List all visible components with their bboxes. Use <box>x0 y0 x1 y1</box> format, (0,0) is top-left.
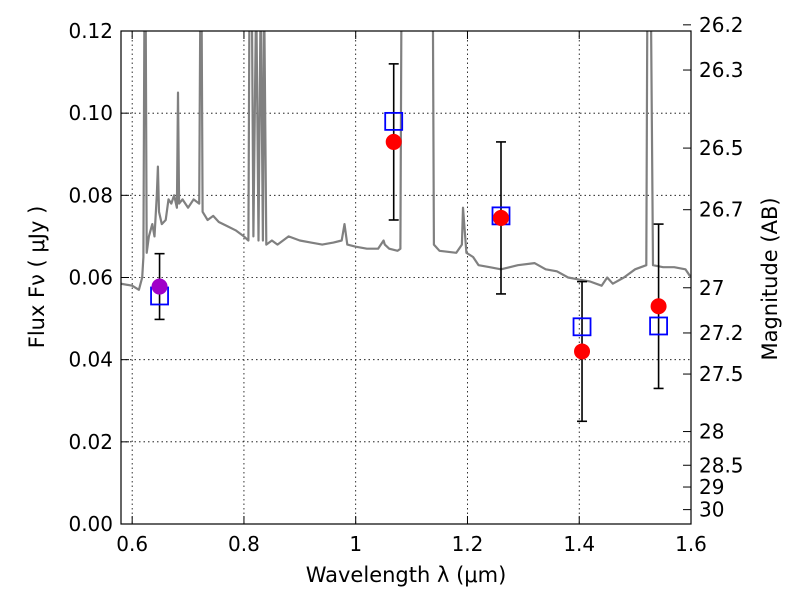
right-tick-label: 28 <box>699 420 724 444</box>
y-tick-label: 0.10 <box>68 101 113 125</box>
x-axis-label: Wavelength λ (μm) <box>306 563 507 587</box>
observed-point <box>151 278 168 295</box>
x-tick-label: 1.6 <box>675 532 707 556</box>
right-tick-label: 26.5 <box>699 136 744 160</box>
y-axis-label-right: Magnitude (AB) <box>758 197 782 360</box>
right-tick-label: 29 <box>699 475 724 499</box>
x-tick-label: 1 <box>349 532 362 556</box>
x-tick-label: 1.4 <box>563 532 595 556</box>
x-tick-label: 0.8 <box>228 532 260 556</box>
model-spectrum <box>121 31 691 291</box>
y-tick-label: 0.04 <box>68 348 113 372</box>
x-tick-label: 0.6 <box>116 532 148 556</box>
right-tick-label: 28.5 <box>699 453 744 477</box>
right-tick-label: 27.5 <box>699 362 744 386</box>
right-tick-label: 26.7 <box>699 198 744 222</box>
right-tick-label: 26.3 <box>699 58 744 82</box>
y-tick-labels: 0.00 0.02 0.04 0.06 0.08 0.10 0.12 <box>68 19 113 536</box>
observed-point <box>650 298 667 315</box>
right-tick-label: 26.2 <box>699 13 744 37</box>
y-tick-label: 0.06 <box>68 266 113 290</box>
observed-point <box>385 133 402 150</box>
spectrum-line <box>121 31 691 291</box>
y-tick-label: 0.02 <box>68 430 113 454</box>
right-tick-label: 30 <box>699 498 724 522</box>
x-tick-labels: 0.6 0.8 1 1.2 1.4 1.6 <box>116 532 707 556</box>
observed-point <box>574 343 591 360</box>
y-tick-label: 0.08 <box>68 183 113 207</box>
y-axis-label-left: Flux Fν ( μJy ) <box>25 206 49 349</box>
observed-photometry-markers <box>151 133 667 360</box>
model-point <box>384 111 404 131</box>
right-tick-label: 27 <box>699 276 724 300</box>
right-tick-label: 27.2 <box>699 321 744 345</box>
axis-ticks <box>121 24 692 525</box>
model-point <box>572 317 592 337</box>
y-tick-label: 0.00 <box>68 512 113 536</box>
x-tick-label: 1.2 <box>452 532 484 556</box>
model-point <box>649 316 668 336</box>
observed-point <box>493 209 509 226</box>
y-tick-label: 0.12 <box>68 19 113 43</box>
